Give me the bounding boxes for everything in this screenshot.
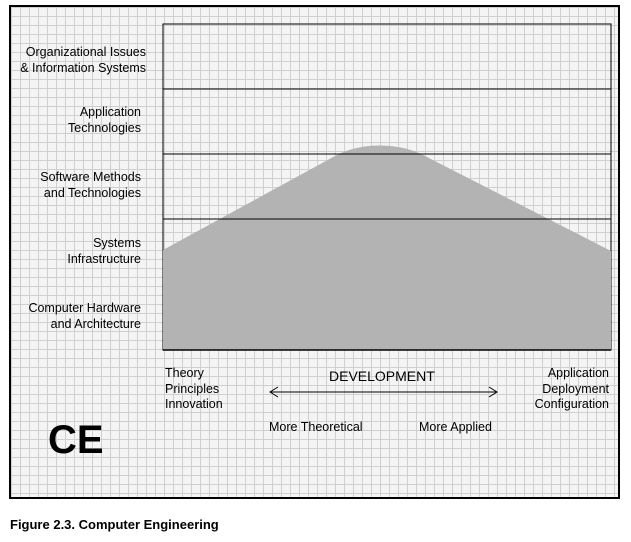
row-label-computer-hardware: Computer Hardware and Architecture: [28, 301, 141, 331]
axis-center-label: DEVELOPMENT: [329, 368, 435, 384]
figure-caption: Figure 2.3. Computer Engineering: [10, 517, 219, 532]
direction-theoretical-label: More Theoretical: [269, 420, 363, 434]
row-label-software-methods: Software Methods and Technologies: [40, 170, 141, 200]
ce-logo: CE: [48, 418, 104, 462]
direction-applied-label: More Applied: [419, 420, 492, 434]
row-label-systems-infrastructure: Systems Infrastructure: [67, 236, 141, 266]
development-arrow: [269, 386, 498, 398]
coverage-shape: [163, 145, 611, 350]
row-label-organizational-issues: Organizational Issues & Information Syst…: [20, 45, 146, 75]
axis-right-label: Application Deployment Configuration: [534, 366, 609, 411]
row-label-application-technologies: Application Technologies: [68, 105, 141, 135]
axis-left-label: Theory Principles Innovation: [165, 366, 223, 411]
